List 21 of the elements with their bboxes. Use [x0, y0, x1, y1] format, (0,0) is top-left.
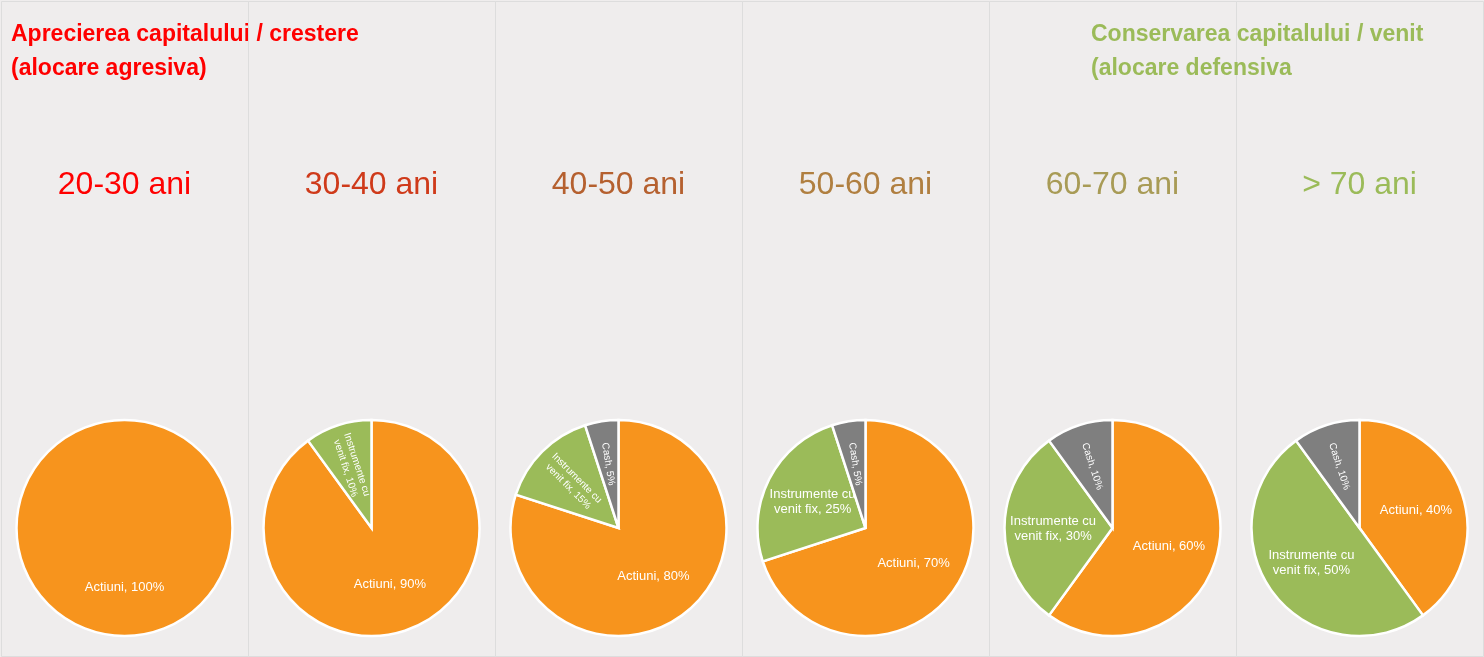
chart-title: 40-50 ani [551, 165, 686, 201]
slice-label: Actiuni, 100% [84, 579, 165, 595]
slice-label: Actiuni, 90% [353, 576, 427, 592]
chart-title: > 70 ani [1302, 165, 1417, 201]
text: Aprecierea capitalului / crestere (alocare agresiva) [11, 20, 359, 80]
pie-slice [509, 418, 728, 638]
chart-title: 30-40 ani [304, 165, 439, 201]
slice-label: Cash, 5% [847, 441, 865, 487]
slice-label: Cash, 10% [1080, 441, 1106, 492]
chart-title: 20-30 ani [57, 165, 192, 201]
slice-label: Actiuni, 80% [617, 568, 690, 584]
slice-label: Cash, 10% [1327, 441, 1353, 492]
text: Conservarea capitalului / venit (alocare defensiva [1091, 20, 1424, 80]
slice-label: Cash, 5% [600, 441, 618, 487]
chart-title: 60-70 ani [1045, 165, 1180, 201]
slice-label: Actiuni, 60% [1132, 538, 1206, 554]
chart-title: 50-60 ani [798, 165, 933, 201]
slice-label: Actiuni, 70% [877, 554, 951, 570]
slice-label: Actiuni, 40% [1379, 501, 1453, 517]
slice-label: Instrumente cu venit fix, 30% [1010, 512, 1097, 543]
slice-label: Instrumente cu venit fix, 50% [1268, 547, 1355, 578]
